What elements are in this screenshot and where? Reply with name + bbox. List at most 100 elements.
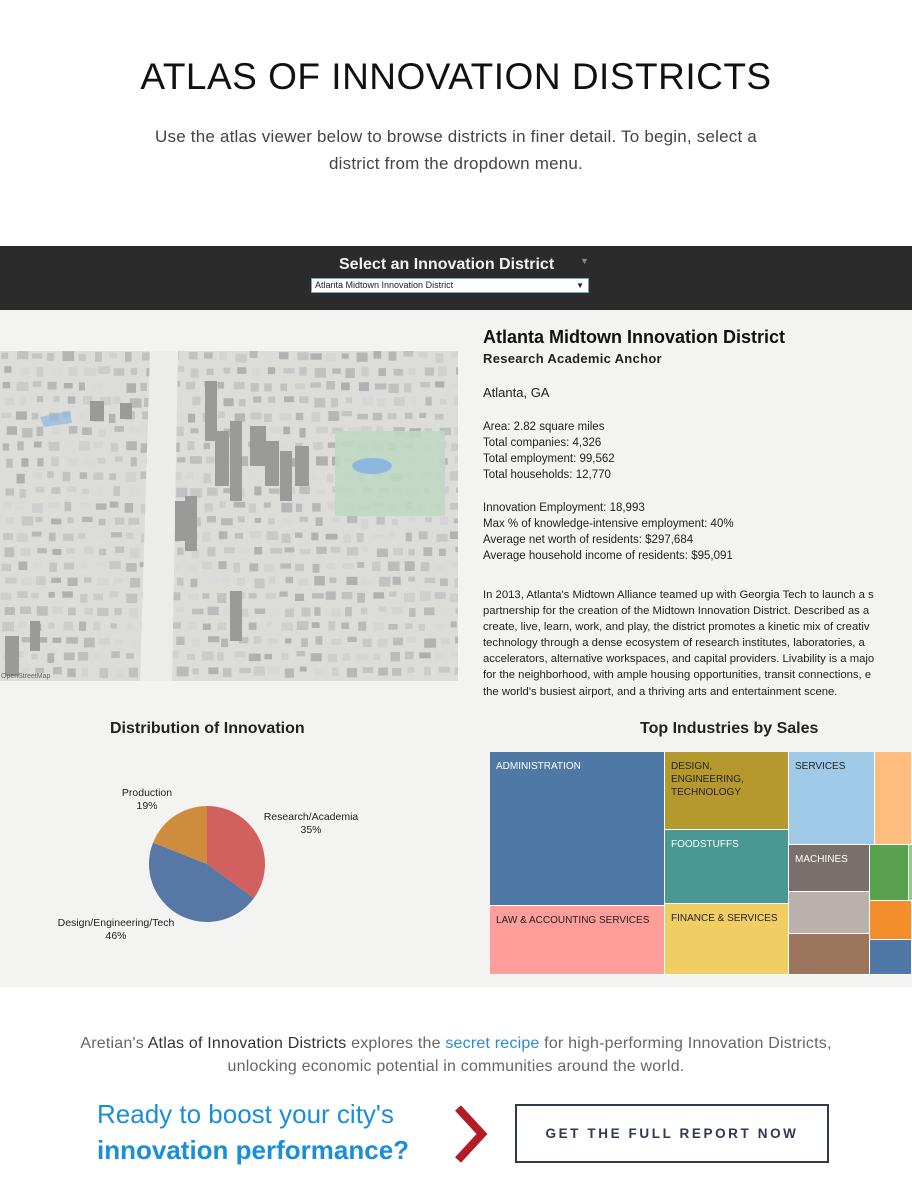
treemap-cell-design-engineering[interactable]: DESIGN, ENGINEERING, TECHNOLOGY: [665, 752, 789, 830]
map-building: [172, 651, 179, 659]
treemap-cell[interactable]: [789, 934, 870, 975]
treemap-cell-machines[interactable]: MACHINES: [789, 845, 870, 892]
map-building: [130, 368, 137, 376]
map-building: [328, 621, 336, 631]
map-building: [253, 396, 262, 403]
innovation-pie-chart[interactable]: [0, 780, 420, 940]
pie-label-text: Design/Engineering/Tech: [57, 917, 175, 929]
map-building: [393, 548, 404, 556]
map-building: [234, 413, 246, 422]
map-building: [97, 577, 110, 586]
map-building: [192, 396, 201, 406]
map-building: [454, 636, 458, 644]
map-building: [248, 593, 257, 599]
treemap-cell[interactable]: [909, 845, 912, 901]
map-building: [314, 607, 321, 616]
map-building: [63, 652, 75, 661]
pie-label-value: 35%: [300, 824, 322, 836]
map-building: [342, 563, 355, 570]
treemap-cell-label: DESIGN, ENGINEERING, TECHNOLOGY: [671, 761, 744, 798]
map-building: [114, 426, 124, 432]
map-building: [235, 353, 247, 363]
treemap-title: Top Industries by Sales: [640, 720, 819, 737]
map-building: [405, 532, 412, 542]
get-full-report-button[interactable]: GET THE FULL REPORT NOW: [515, 1104, 829, 1163]
map-building: [387, 413, 397, 420]
district-stats-innovation: Innovation Employment: 18,993 Max % of k…: [483, 500, 734, 564]
map-building: [280, 443, 292, 453]
map-building: [36, 367, 44, 377]
pie-slice-production[interactable]: [153, 806, 207, 864]
map-building: [5, 488, 14, 496]
map-building: [129, 548, 140, 559]
map-building: [202, 532, 211, 542]
secret-recipe-link[interactable]: secret recipe: [445, 1035, 540, 1052]
treemap-cell[interactable]: [870, 940, 912, 975]
map-building: [409, 608, 416, 617]
map-building: [64, 441, 74, 451]
map-building: [284, 396, 295, 403]
map-building: [17, 351, 29, 360]
treemap-cell-foodstuffs[interactable]: FOODSTUFFS: [665, 830, 789, 904]
map-building: [20, 606, 32, 614]
treemap-cell-administration[interactable]: ADMINISTRATION: [490, 752, 665, 906]
map-building: [81, 427, 92, 436]
district-dropdown[interactable]: Atlanta Midtown Innovation District ▼: [311, 278, 589, 293]
map-building: [451, 411, 458, 420]
pie-label-value: 19%: [136, 800, 158, 812]
map-building: [191, 548, 200, 558]
map-building: [357, 592, 366, 603]
map-building: [237, 516, 245, 523]
selector-caret-icon[interactable]: ▼: [580, 256, 589, 266]
map-building: [111, 381, 118, 391]
map-building: [99, 668, 109, 679]
map-building: [176, 366, 185, 373]
map-building: [298, 396, 309, 403]
industries-treemap[interactable]: ADMINISTRATION LAW & ACCOUNTING SERVICES…: [490, 752, 912, 975]
map-building: [172, 472, 182, 480]
map-building: [126, 441, 137, 451]
map-building: [314, 367, 327, 378]
map-building: [393, 397, 405, 406]
map-building: [310, 382, 321, 388]
treemap-cell-services[interactable]: SERVICES: [789, 752, 875, 845]
map-building: [268, 576, 276, 584]
map-building: [35, 576, 46, 586]
map-building: [188, 563, 198, 574]
map-canvas[interactable]: [0, 351, 458, 681]
map-building: [341, 411, 353, 417]
map-building: [455, 608, 458, 614]
pie-slice-research[interactable]: [207, 806, 265, 899]
treemap-cell[interactable]: [875, 752, 912, 845]
map-building: [373, 653, 381, 660]
treemap-cell-finance[interactable]: FINANCE & SERVICES: [665, 904, 789, 975]
map-building: [22, 428, 33, 438]
treemap-cell[interactable]: [870, 901, 912, 940]
map-building: [115, 546, 125, 553]
stat-max-knowledge: Max % of knowledge-intensive employment:…: [483, 518, 734, 530]
map-building: [126, 383, 136, 393]
map-building: [79, 561, 87, 570]
treemap-cell[interactable]: [789, 892, 870, 934]
treemap-cell[interactable]: [870, 845, 909, 901]
map-building: [17, 441, 24, 451]
chevron-down-icon[interactable]: ▼: [576, 281, 584, 290]
map-building: [346, 547, 359, 556]
map-building: [81, 668, 89, 677]
map-building: [98, 548, 107, 556]
description-line: accelerators, alternative workspaces, an…: [483, 653, 875, 666]
map-building: [223, 488, 231, 494]
map-building: [130, 577, 141, 588]
map-building: [82, 488, 89, 494]
map-building: [77, 533, 86, 539]
map-building: [378, 368, 387, 377]
map-building: [295, 563, 305, 572]
map-building: [248, 622, 257, 630]
stat-household-income: Average household income of residents: $…: [483, 550, 733, 562]
district-location: Atlanta, GA: [483, 385, 550, 400]
map-building: [281, 653, 289, 660]
treemap-cell-law-accounting[interactable]: LAW & ACCOUNTING SERVICES: [490, 906, 665, 975]
district-3d-map[interactable]: OpenStreetMap: [0, 351, 458, 681]
pie-slice-design[interactable]: [148, 842, 254, 922]
map-building: [109, 473, 117, 481]
